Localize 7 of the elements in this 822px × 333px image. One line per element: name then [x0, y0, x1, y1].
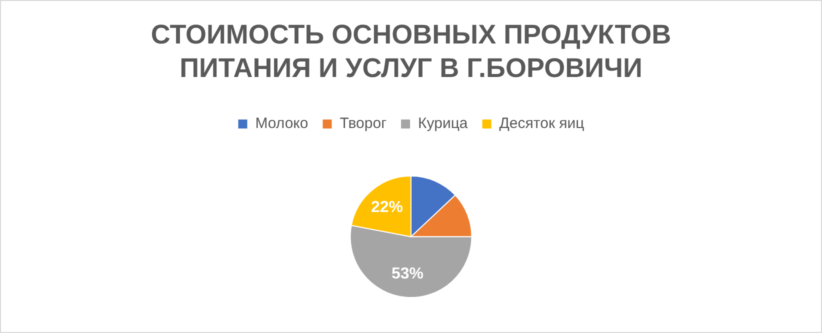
- legend-label: Десяток яиц: [499, 115, 585, 132]
- chart-title: СТОИМОСТЬ ОСНОВНЫХ ПРОДУКТОВ ПИТАНИЯ И УСЛУГ В Г.БОРОВИЧИ: [150, 19, 672, 84]
- data-label: 22%: [370, 199, 404, 216]
- legend-label: Курица: [418, 115, 468, 132]
- legend-label: Творог: [340, 115, 388, 132]
- data-label: 53%: [391, 266, 424, 283]
- legend-label: Молоко: [255, 115, 308, 132]
